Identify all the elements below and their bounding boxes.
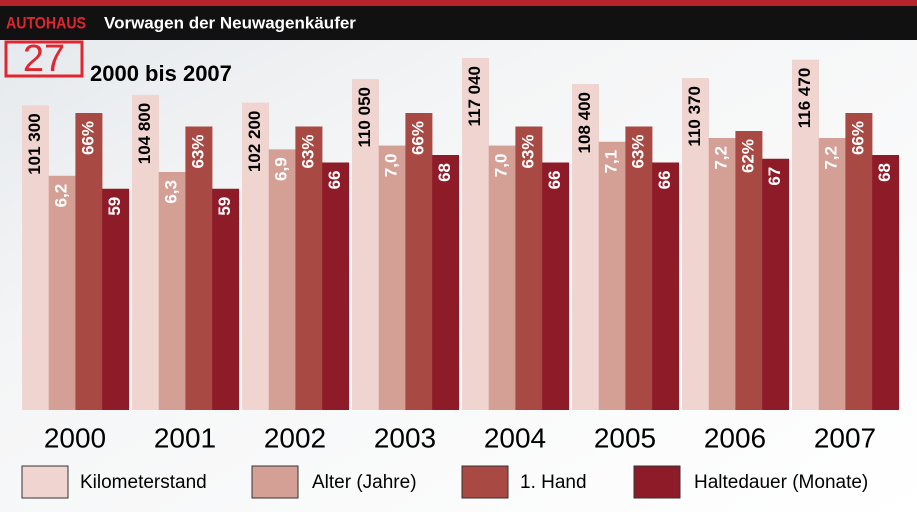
bar <box>269 149 296 410</box>
bar <box>322 163 349 411</box>
bar <box>102 189 129 410</box>
data-label: 110 050 <box>355 87 374 148</box>
brand: AUTOHAUS <box>6 13 86 32</box>
bar <box>819 138 846 410</box>
data-label: 7,2 <box>712 146 731 170</box>
data-label: 101 300 <box>25 113 44 174</box>
issue-number: 27 <box>23 38 65 80</box>
data-label: 67 <box>765 167 784 186</box>
bar <box>405 113 432 410</box>
x-tick-label: 2002 <box>264 422 326 453</box>
bar <box>379 146 406 410</box>
x-tick-label: 2003 <box>374 422 436 453</box>
chart-subtitle: 2000 bis 2007 <box>90 61 232 86</box>
bar <box>709 138 736 410</box>
bar <box>845 113 872 410</box>
data-label: 7,0 <box>382 154 401 178</box>
legend-swatch <box>252 466 298 498</box>
data-label: 66 <box>655 171 674 190</box>
data-label: 7,2 <box>822 146 841 170</box>
data-label: 63% <box>298 135 317 169</box>
data-label: 66% <box>408 121 427 155</box>
data-label: 7,1 <box>602 150 621 174</box>
data-label: 59 <box>215 197 234 216</box>
data-label: 66 <box>325 171 344 190</box>
x-tick-label: 2006 <box>704 422 766 453</box>
bar <box>489 146 516 410</box>
x-tick-label: 2001 <box>154 422 216 453</box>
data-label: 6,3 <box>162 180 181 204</box>
data-label: 63% <box>628 135 647 169</box>
data-label: 110 370 <box>685 86 704 147</box>
legend-label: Alter (Jahre) <box>312 472 417 493</box>
data-label: 66% <box>78 121 97 155</box>
data-label: 116 470 <box>795 68 814 129</box>
data-label: 7,0 <box>492 154 511 178</box>
data-label: 104 800 <box>135 103 154 164</box>
x-tick-label: 2005 <box>594 422 656 453</box>
data-label: 102 200 <box>245 111 264 172</box>
legend-swatch <box>462 466 508 498</box>
bar <box>75 113 102 410</box>
chart: AUTOHAUS Vorwagen der Neuwagenkäufer 27 … <box>0 0 917 512</box>
legend-swatch <box>22 466 68 498</box>
x-tick-label: 2007 <box>814 422 876 453</box>
bar <box>599 142 626 410</box>
chart-title: Vorwagen der Neuwagenkäufer <box>104 13 356 32</box>
data-label: 62% <box>738 139 757 173</box>
data-label: 63% <box>188 135 207 169</box>
top-strip <box>0 0 917 6</box>
data-label: 6,2 <box>52 184 71 208</box>
data-label: 68 <box>435 163 454 182</box>
data-label: 66% <box>848 121 867 155</box>
x-tick-label: 2000 <box>44 422 106 453</box>
x-tick-label: 2004 <box>484 422 546 453</box>
legend-label: Haltedauer (Monate) <box>694 472 868 493</box>
bar <box>432 155 459 410</box>
bar <box>652 163 679 411</box>
data-label: 6,9 <box>272 157 291 181</box>
legend-label: 1. Hand <box>520 472 587 493</box>
data-label: 63% <box>518 135 537 169</box>
bar <box>872 155 899 410</box>
data-label: 108 400 <box>575 92 594 153</box>
legend-swatch <box>634 466 680 498</box>
bar <box>212 189 239 410</box>
bar <box>49 176 76 410</box>
bar <box>542 163 569 411</box>
bar <box>762 159 789 410</box>
bar <box>159 172 186 410</box>
data-label: 68 <box>875 163 894 182</box>
data-label: 66 <box>545 171 564 190</box>
data-label: 59 <box>105 197 124 216</box>
legend-label: Kilometerstand <box>80 472 207 493</box>
data-label: 117 040 <box>465 66 484 127</box>
